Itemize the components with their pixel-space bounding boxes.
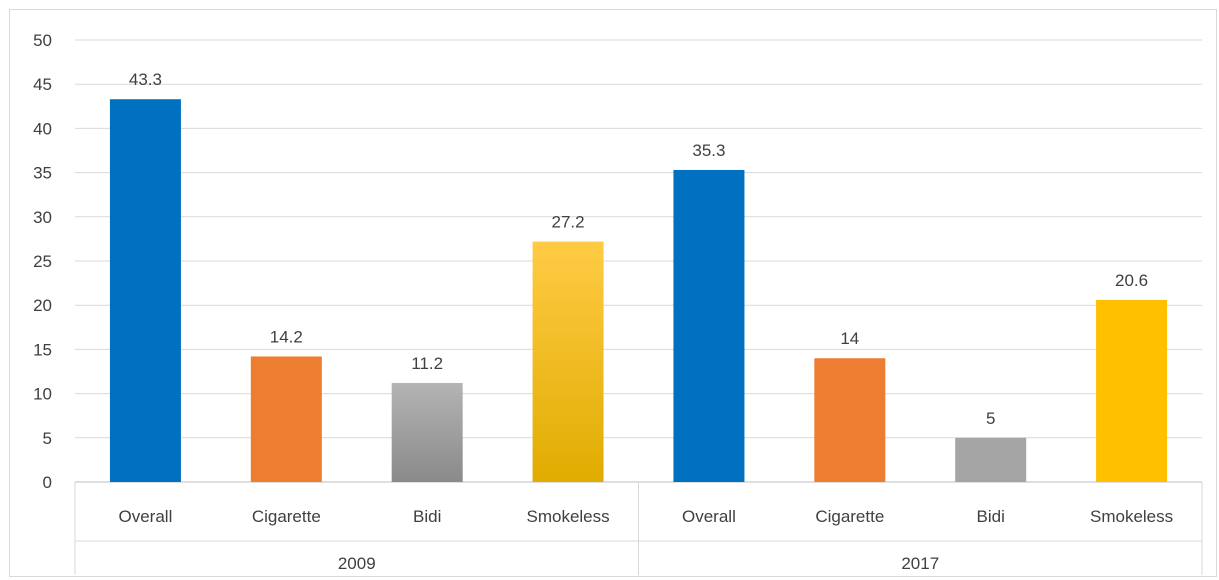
- data-label: 27.2: [552, 213, 585, 232]
- chart-border: [9, 9, 1217, 577]
- x-category-label: Bidi: [413, 507, 441, 526]
- y-tick-label: 10: [33, 385, 52, 404]
- data-labels: 43.3 14.2 11.2 27.2 35.3 14 5 20.6: [129, 70, 1148, 428]
- data-label: 43.3: [129, 70, 162, 89]
- data-label: 5: [986, 409, 995, 428]
- y-tick-label: 0: [43, 473, 52, 492]
- x-category-label: Overall: [119, 507, 173, 526]
- x-group-label: 2009: [338, 554, 376, 573]
- data-label: 35.3: [692, 141, 725, 160]
- data-label: 20.6: [1115, 271, 1148, 290]
- bar-2017-bidi: [955, 437, 1027, 482]
- x-category-label: Smokeless: [526, 507, 609, 526]
- axes: 0 5 10 15 20 25 30 35 40 45 50 Overall Cigarette Bidi…: [9, 9, 1217, 577]
- bar-2009-bidi: [391, 382, 463, 482]
- bar-2017-smokeless: [1096, 299, 1168, 482]
- bar-2009-overall: [109, 99, 181, 482]
- y-tick-label: 40: [33, 119, 52, 138]
- y-tick-label: 15: [33, 340, 52, 359]
- y-tick-label: 25: [33, 252, 52, 271]
- y-tick-label: 20: [33, 296, 52, 315]
- bar-2017-overall: [673, 169, 745, 482]
- gridlines: [75, 39, 1202, 439]
- data-label: 14.2: [270, 327, 303, 346]
- y-tick-label: 50: [33, 31, 52, 50]
- x-category-label: Cigarette: [252, 507, 321, 526]
- bar-2017-cigarette: [814, 358, 886, 482]
- x-category-label: Bidi: [977, 507, 1005, 526]
- bar-2009-cigarette: [250, 356, 322, 482]
- bars: [109, 99, 1168, 482]
- x-category-label: Cigarette: [815, 507, 884, 526]
- x-group-label: 2017: [901, 554, 939, 573]
- x-category-label: Smokeless: [1090, 507, 1173, 526]
- x-category-label: Overall: [682, 507, 736, 526]
- bar-2009-smokeless: [532, 241, 604, 482]
- y-tick-label: 45: [33, 75, 52, 94]
- y-tick-label: 5: [43, 429, 52, 448]
- data-label: 14: [840, 329, 859, 348]
- y-tick-label: 30: [33, 208, 52, 227]
- y-tick-label: 35: [33, 164, 52, 183]
- data-label: 11.2: [411, 354, 443, 373]
